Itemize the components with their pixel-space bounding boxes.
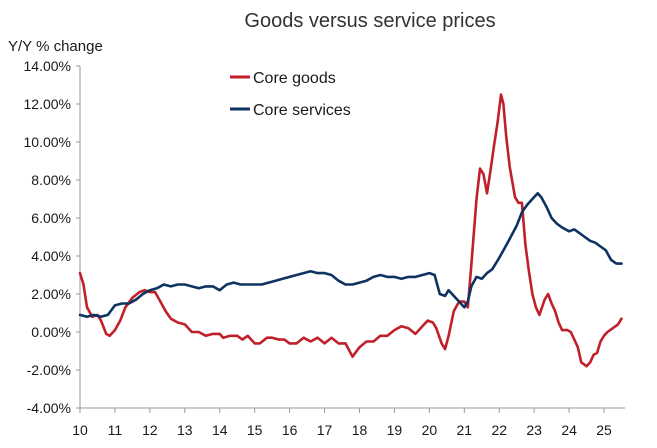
y-tick-label: -2.00% [27, 362, 71, 378]
y-tick-label: 4.00% [31, 248, 71, 264]
y-tick-label: 8.00% [31, 172, 71, 188]
x-tick-labels: 10 11 12 13 14 15 16 17 18 19 20 21 22 23 24 25 [72, 408, 612, 438]
y-axis-label: Y/Y % change [8, 38, 103, 55]
y-tick-label: -4.00% [27, 400, 71, 416]
x-tick-label: 11 [108, 422, 123, 438]
y-tick-label: 2.00% [31, 286, 71, 302]
y-tick-label: 12.00% [24, 96, 71, 112]
y-tick-label: 14.00% [24, 58, 71, 74]
x-tick-label: 21 [457, 422, 473, 438]
x-tick-label: 10 [72, 422, 88, 438]
y-tick-label: 0.00% [31, 324, 71, 340]
x-tick-label: 15 [247, 422, 263, 438]
legend-label-core-goods: Core goods [253, 70, 336, 87]
series-lines [78, 93, 623, 368]
y-tick-labels: 14.00% 12.00% 10.00% 8.00% 6.00% 4.00% 2.00% 0.… [24, 58, 80, 416]
legend-label-core-services: Core services [253, 102, 351, 119]
x-tick-label: 24 [561, 422, 577, 438]
x-tick-label: 22 [491, 422, 507, 438]
y-tick-label: 10.00% [24, 134, 71, 150]
x-tick-label: 17 [317, 422, 333, 438]
chart-title: Goods versus service prices [244, 10, 495, 32]
series-line-core-services [78, 192, 623, 319]
x-tick-label: 20 [422, 422, 438, 438]
x-tick-label: 12 [142, 422, 158, 438]
x-tick-label: 14 [212, 422, 228, 438]
legend: Core goods Core services [230, 70, 351, 119]
x-tick-label: 16 [282, 422, 298, 438]
x-tick-label: 13 [177, 422, 193, 438]
x-tick-label: 18 [352, 422, 368, 438]
series-line-core-goods [78, 93, 623, 368]
x-tick-label: 19 [387, 422, 403, 438]
x-tick-label: 25 [596, 422, 612, 438]
y-tick-label: 6.00% [31, 210, 71, 226]
x-tick-label: 23 [526, 422, 542, 438]
